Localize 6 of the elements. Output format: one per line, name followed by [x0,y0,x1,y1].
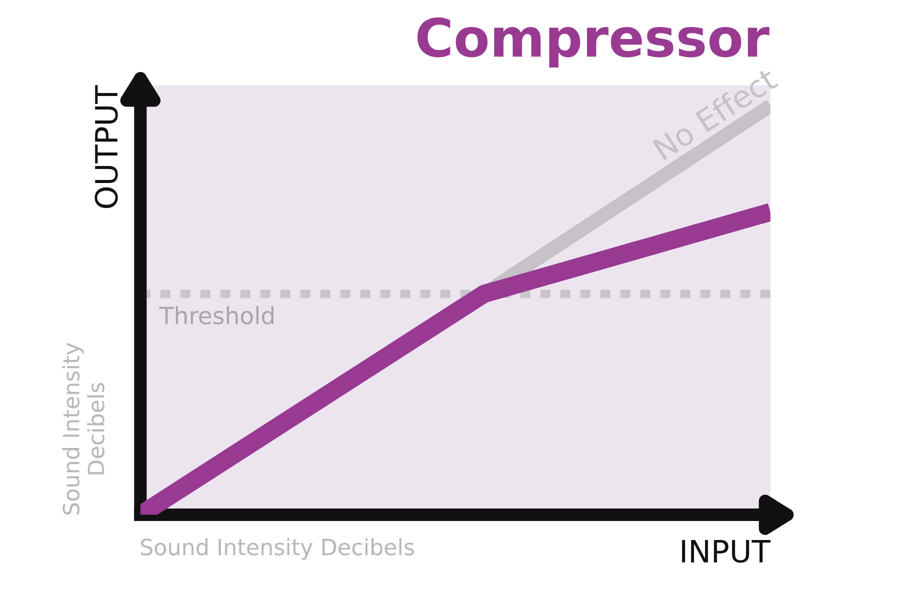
text: Sound Intensity Decibels [62,342,104,515]
ref-line-label: Threshold [159,306,274,324]
x-axis-title: INPUT [682,540,770,563]
text: Sound Intensity Decibels [140,538,414,560]
y-axis-title: OUTPUT [94,85,118,208]
chart-title: Compressor [417,17,770,68]
